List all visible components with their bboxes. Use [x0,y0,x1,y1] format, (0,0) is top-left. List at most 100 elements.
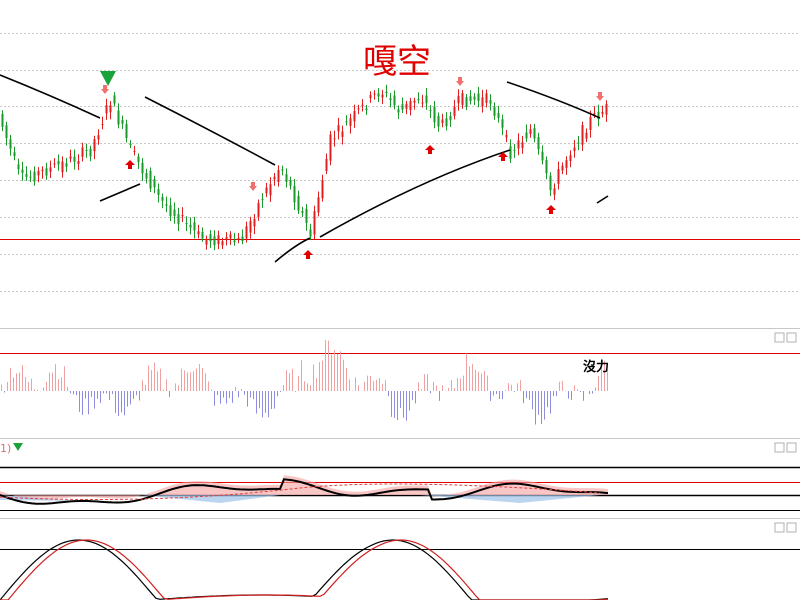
ma-segment [596,195,609,204]
candle-body [157,189,160,195]
candle-body [301,210,304,213]
down-arrow [101,85,109,94]
candle-body [113,95,116,104]
candle-body [513,149,516,151]
candle-body [269,184,272,196]
down-arrow [456,77,464,86]
candle-body [285,174,288,182]
panel-button[interactable] [786,332,797,343]
candle-body [417,99,420,101]
candle-body [521,142,524,148]
panel-buttons [774,332,797,533]
candle-body [489,100,492,104]
candle-body [181,214,184,217]
candle-body [257,202,260,217]
candle-body [201,231,204,239]
indicator-label: 1) [0,442,11,455]
candle-body [165,204,168,206]
candle-body [185,223,188,225]
candle-body [53,163,56,165]
candle-body [129,144,132,146]
candle-body [289,180,292,186]
panel-button[interactable] [774,332,785,343]
indicator-line [0,478,609,505]
candle-body [29,176,32,178]
stochastic-panel [0,539,609,600]
candle-body [89,148,92,157]
candle-body [141,162,144,174]
candle-body [377,93,380,97]
candle-body [405,103,408,109]
candle-body [305,208,308,223]
candle-body [493,106,496,116]
indicator-area [0,495,600,503]
candle-body [133,150,136,152]
candle-body [209,234,212,242]
annotation: 沒力 [583,359,609,375]
candle-body [241,236,244,241]
candle-body [505,134,508,138]
candle-body [193,222,196,231]
candle-body [465,97,468,107]
candle-body [25,173,28,177]
candle-body [601,112,604,114]
candle-body [9,139,12,149]
ma-segment [144,96,276,166]
candle-body [385,91,388,94]
candle-body [69,156,72,159]
ma-segment [319,149,511,238]
candle-body [217,235,220,245]
candle-body [569,155,572,161]
candle-body [589,116,592,131]
candle-body [161,197,164,201]
candle-body [341,131,344,137]
candle-body [597,111,600,120]
signal-arrows [101,77,604,259]
candle-body [473,96,476,100]
candle-body [109,105,112,113]
candle-body [293,185,296,203]
candle-body [245,226,248,239]
panel-button[interactable] [786,442,797,453]
signal-line [0,483,601,501]
candle-body [529,129,532,134]
panel-button[interactable] [786,522,797,533]
panel-button[interactable] [774,442,785,453]
indicator-triangle [13,443,23,451]
candle-body [425,95,428,104]
candle-body [577,142,580,144]
candle-body [333,138,336,140]
annotation: 嘎空 [363,42,431,82]
candle-body [261,199,264,201]
panel-button[interactable] [774,522,785,533]
candle-body [49,167,52,172]
candle-body [361,104,364,106]
candle-body [265,187,268,194]
ma-segment [506,81,601,119]
candle-body [205,238,208,245]
candle-body [469,96,472,101]
candle-body [197,231,200,235]
candle-body [249,220,252,233]
candle-body [93,139,96,152]
candle-body [477,93,480,101]
candle-body [401,104,404,110]
candle-body [345,121,348,123]
candle-body [445,118,448,127]
candle-body [125,123,128,138]
candle-body [101,124,104,126]
candle-body [253,218,256,227]
candle-body [309,229,312,237]
candle-body [277,170,280,182]
candle-body [365,108,368,111]
candle-body [237,237,240,241]
candle-body [457,95,460,104]
candle-body [537,137,540,150]
candle-body [1,113,4,127]
candle-body [441,119,444,124]
ma-segment [274,237,311,263]
candle-body [553,188,556,195]
candle-body [541,151,544,161]
